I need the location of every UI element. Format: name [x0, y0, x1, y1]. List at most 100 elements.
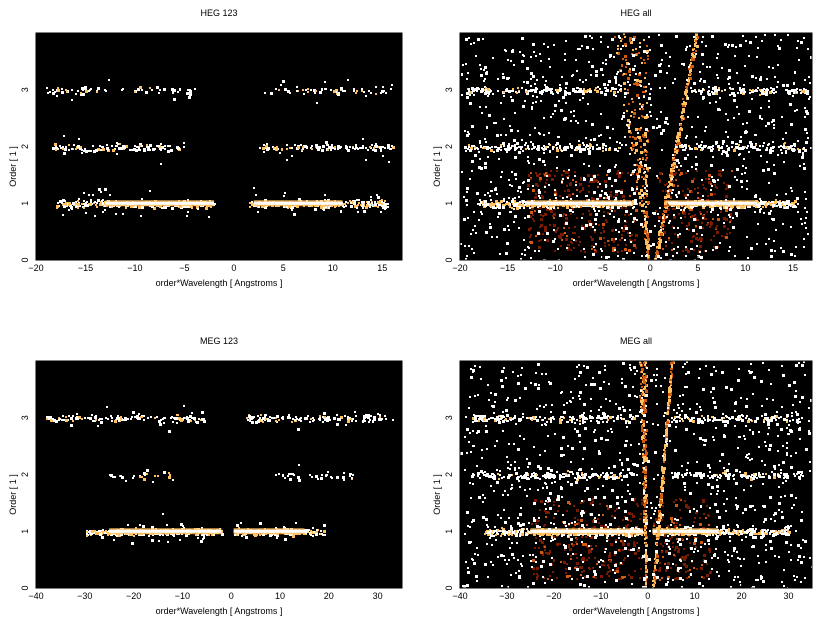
event-pixel	[619, 239, 621, 241]
event-pixel	[479, 199, 481, 201]
event-pixel	[517, 87, 519, 89]
event-pixel	[624, 136, 626, 138]
event-pixel	[633, 36, 636, 39]
event-pixel	[203, 537, 205, 539]
event-pixel	[641, 62, 643, 64]
event-pixel	[761, 40, 763, 42]
event-pixel	[495, 200, 498, 203]
event-pixel	[98, 188, 101, 191]
event-pixel	[559, 84, 561, 86]
event-pixel	[490, 90, 492, 92]
order-1-ridge-core	[233, 529, 305, 533]
event-pixel	[640, 127, 642, 129]
event-pixel	[484, 66, 487, 69]
event-pixel	[599, 88, 601, 90]
event-pixel	[477, 148, 479, 150]
event-pixel	[636, 219, 638, 221]
event-pixel	[75, 148, 77, 150]
event-pixel	[694, 43, 696, 45]
event-pixel	[708, 146, 711, 149]
event-pixel	[573, 110, 575, 112]
event-pixel	[803, 167, 806, 170]
event-pixel	[362, 203, 364, 205]
event-pixel	[311, 148, 313, 150]
event-pixel	[96, 206, 98, 208]
event-pixel	[576, 149, 578, 151]
event-pixel	[621, 38, 623, 40]
event-pixel	[573, 115, 575, 117]
event-pixel	[634, 199, 637, 202]
event-pixel	[468, 90, 470, 92]
event-pixel	[121, 147, 123, 149]
event-pixel	[315, 533, 318, 536]
event-pixel	[744, 65, 746, 67]
event-pixel	[639, 72, 641, 74]
event-pixel	[588, 220, 591, 223]
event-pixel	[97, 148, 100, 151]
event-pixel	[565, 222, 568, 225]
event-pixel	[466, 92, 469, 95]
event-pixel	[486, 71, 488, 73]
event-pixel	[679, 146, 681, 148]
event-pixel	[585, 137, 587, 139]
event-pixel	[525, 201, 528, 204]
event-pixel	[564, 59, 566, 61]
event-pixel	[778, 146, 780, 148]
event-pixel	[347, 420, 350, 423]
event-pixel	[111, 417, 113, 419]
event-pixel	[757, 47, 759, 49]
event-pixel	[494, 146, 496, 148]
event-pixel	[689, 69, 692, 72]
event-pixel	[623, 104, 625, 106]
event-pixel	[485, 141, 487, 143]
event-pixel	[664, 184, 666, 186]
event-pixel	[642, 194, 644, 196]
event-pixel	[678, 169, 680, 171]
event-pixel	[618, 231, 620, 233]
event-pixel	[620, 70, 622, 72]
event-pixel	[772, 204, 775, 207]
event-pixel	[634, 65, 636, 67]
event-pixel	[732, 217, 734, 219]
event-pixel	[741, 173, 743, 175]
event-pixel	[657, 242, 659, 244]
event-pixel	[264, 416, 266, 418]
event-pixel	[639, 204, 641, 206]
event-pixel	[277, 416, 279, 418]
event-pixel	[259, 522, 262, 525]
event-pixel	[643, 59, 645, 61]
event-pixel	[333, 417, 336, 420]
event-pixel	[725, 218, 728, 221]
event-pixel	[320, 477, 323, 480]
event-pixel	[61, 419, 63, 421]
event-pixel	[149, 144, 152, 147]
event-pixel	[179, 417, 181, 419]
event-pixel	[710, 183, 712, 185]
event-pixel	[728, 185, 731, 188]
event-pixel	[350, 205, 353, 208]
event-pixel	[107, 532, 109, 534]
event-pixel	[629, 239, 631, 241]
event-pixel	[90, 199, 92, 201]
event-pixel	[693, 90, 695, 92]
event-pixel	[755, 205, 758, 208]
event-pixel	[521, 205, 523, 207]
event-pixel	[520, 148, 522, 150]
event-pixel	[594, 89, 596, 91]
event-pixel	[765, 206, 767, 208]
event-pixel	[796, 47, 798, 49]
event-pixel	[696, 170, 698, 172]
event-pixel	[590, 226, 592, 228]
event-pixel	[772, 67, 774, 69]
event-pixel	[85, 204, 87, 206]
event-pixel	[552, 93, 554, 95]
event-pixel	[361, 90, 363, 92]
event-pixel	[738, 144, 740, 146]
event-pixel	[784, 207, 786, 209]
event-pixel	[736, 179, 738, 181]
event-pixel	[583, 163, 585, 165]
event-pixel	[738, 154, 740, 156]
event-pixel	[689, 66, 692, 69]
event-pixel	[503, 200, 505, 202]
event-pixel	[255, 194, 257, 196]
